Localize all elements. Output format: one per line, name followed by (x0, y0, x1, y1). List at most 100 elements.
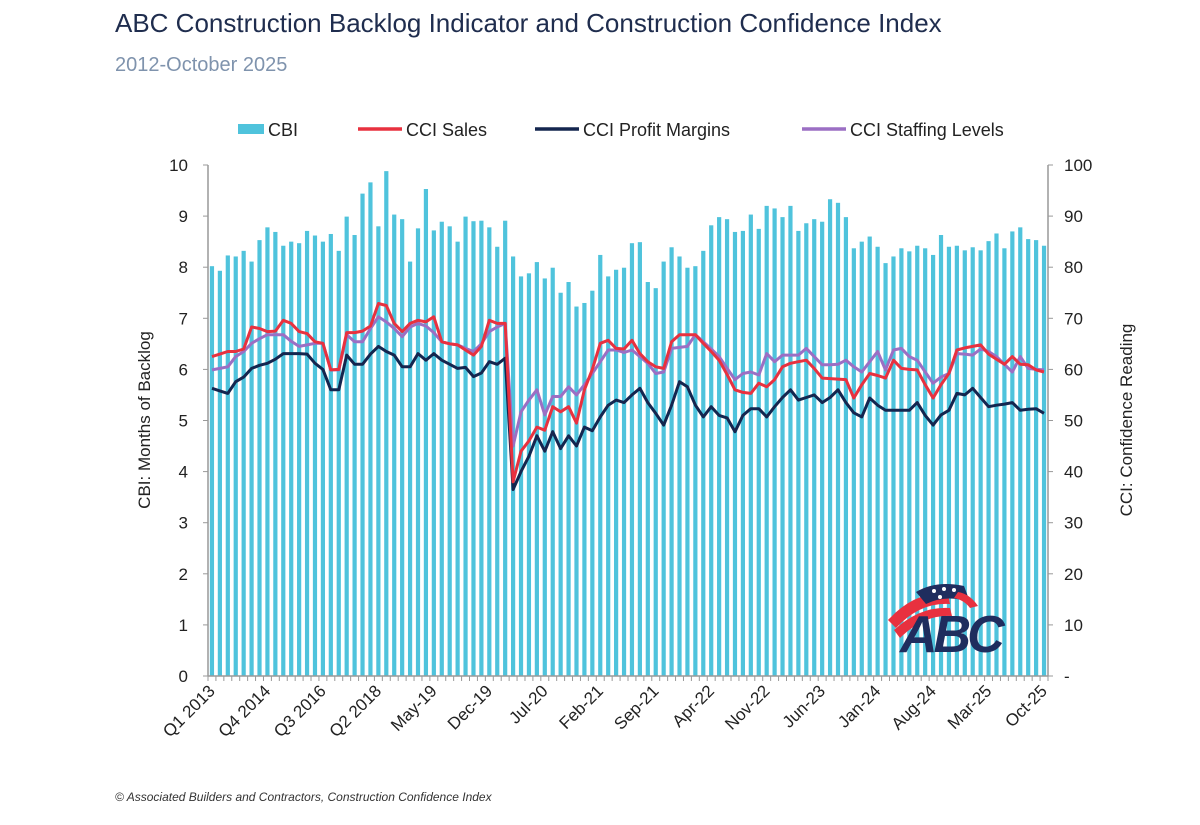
cbi-bar (883, 263, 888, 676)
source-footer: © Associated Builders and Contractors, C… (115, 790, 492, 804)
y-left-tick-label: 3 (179, 514, 188, 533)
cbi-bar (637, 242, 642, 676)
legend-label: CCI Sales (406, 120, 487, 140)
cbi-bar (249, 261, 254, 676)
cbi-bar (487, 227, 492, 677)
cbi-bar (962, 250, 967, 676)
y-left-tick-label: 2 (179, 565, 188, 584)
y-right-tick-label: 60 (1064, 360, 1083, 379)
cbi-bar (407, 261, 413, 676)
cbi-bar (677, 256, 682, 676)
cbi-bar (835, 202, 841, 676)
x-tick-label: Apr-22 (669, 681, 719, 731)
legend-label: CCI Profit Margins (583, 120, 730, 140)
y-left-tick-label: 7 (179, 309, 188, 328)
x-tick-label: Oct-25 (1001, 681, 1051, 731)
cbi-bar (748, 214, 753, 676)
x-tick-label: Q1 2013 (159, 681, 219, 741)
cbi-bar (796, 230, 801, 676)
cbi-bar (447, 226, 452, 676)
cbi-bar (859, 241, 864, 676)
y-right-tick-label: 30 (1064, 514, 1083, 533)
cbi-bar (1018, 227, 1023, 677)
y-right-tick-label: 50 (1064, 412, 1083, 431)
y-right-tick-label: 70 (1064, 309, 1083, 328)
cbi-bar (352, 235, 357, 676)
cbi-bar (312, 235, 318, 676)
y-left-tick-label: 5 (179, 412, 188, 431)
y-right-tick-label: 10 (1064, 616, 1083, 635)
cbi-bar (281, 245, 286, 676)
cbi-bar (431, 230, 436, 676)
cbi-bar (209, 266, 215, 676)
cbi-bar (1041, 245, 1047, 676)
cbi-bar (503, 220, 508, 676)
cbi-bar (455, 241, 460, 676)
cbi-bar (629, 243, 635, 677)
legend-swatch-cbi (238, 124, 264, 134)
cbi-bar (994, 233, 999, 676)
cbi-bar (899, 248, 904, 676)
chart-title: ABC Construction Backlog Indicator and C… (115, 8, 942, 38)
cbi-bar (582, 302, 587, 676)
left-axis-title: CBI: Months of Backlog (135, 331, 154, 509)
cci-lines (211, 302, 1045, 491)
cbi-bar (479, 220, 484, 676)
cbi-bar (384, 171, 389, 676)
cbi-bar (241, 250, 246, 676)
cbi-bar (812, 219, 817, 676)
y-left-tick-label: 4 (179, 463, 188, 482)
cbi-bar (534, 262, 539, 676)
cbi-bar (788, 205, 793, 676)
cbi-bar (297, 243, 302, 677)
cbi-bar (915, 245, 920, 676)
cbi-bar (946, 246, 952, 676)
cbi-bar (495, 246, 500, 676)
cbi-bar (336, 250, 341, 676)
x-tick-label: Q4 2014 (215, 681, 275, 741)
cbi-bar (772, 208, 777, 676)
cbi-bar (724, 219, 730, 676)
right-axis-title: CCI: Confidence Reading (1117, 324, 1136, 517)
cbi-bar (645, 282, 650, 676)
cbi-bar (780, 217, 785, 676)
cbi-bar (289, 241, 294, 676)
cbi-bar (653, 288, 658, 676)
cbi-bar (732, 231, 738, 677)
x-tick-label: Nov-22 (721, 681, 773, 733)
cbi-bar (598, 254, 603, 676)
cbi-bar (225, 255, 230, 676)
cbi-bar (273, 231, 278, 677)
cbi-bar (471, 221, 476, 676)
cbi-bar (526, 273, 532, 676)
cbi-bar (685, 267, 690, 676)
cbi-bar (574, 306, 579, 676)
cbi-bar (804, 223, 809, 676)
cbi-bar (265, 227, 270, 677)
y-right-tick-label: - (1064, 667, 1070, 686)
abc-logo: ABC (888, 584, 1010, 664)
y-left-tick-label: 10 (169, 156, 188, 175)
cbi-bar (661, 261, 666, 676)
cbi-bar (820, 221, 825, 676)
cbi-bar (463, 216, 468, 676)
x-tick-label: Dec-19 (444, 681, 496, 733)
x-tick-label: Jun-23 (779, 681, 829, 731)
cbi-bar (590, 290, 595, 676)
cbi-bar (669, 247, 674, 676)
y-left-tick-label: 6 (179, 360, 188, 379)
cbi-bar (518, 276, 524, 676)
cbi-bar (257, 240, 262, 676)
cbi-bar (978, 250, 983, 676)
y-left-tick-label: 9 (179, 207, 188, 226)
y-right-tick-label: 100 (1064, 156, 1092, 175)
cbi-bar (344, 216, 349, 676)
cbi-bar (693, 266, 698, 676)
cbi-bar (328, 233, 333, 677)
y-left-tick-label: 8 (179, 258, 188, 277)
cbi-bar (930, 254, 936, 676)
cbi-bar (907, 251, 912, 676)
x-tick-label: Mar-25 (944, 681, 996, 733)
y-right-tick-label: 20 (1064, 565, 1083, 584)
